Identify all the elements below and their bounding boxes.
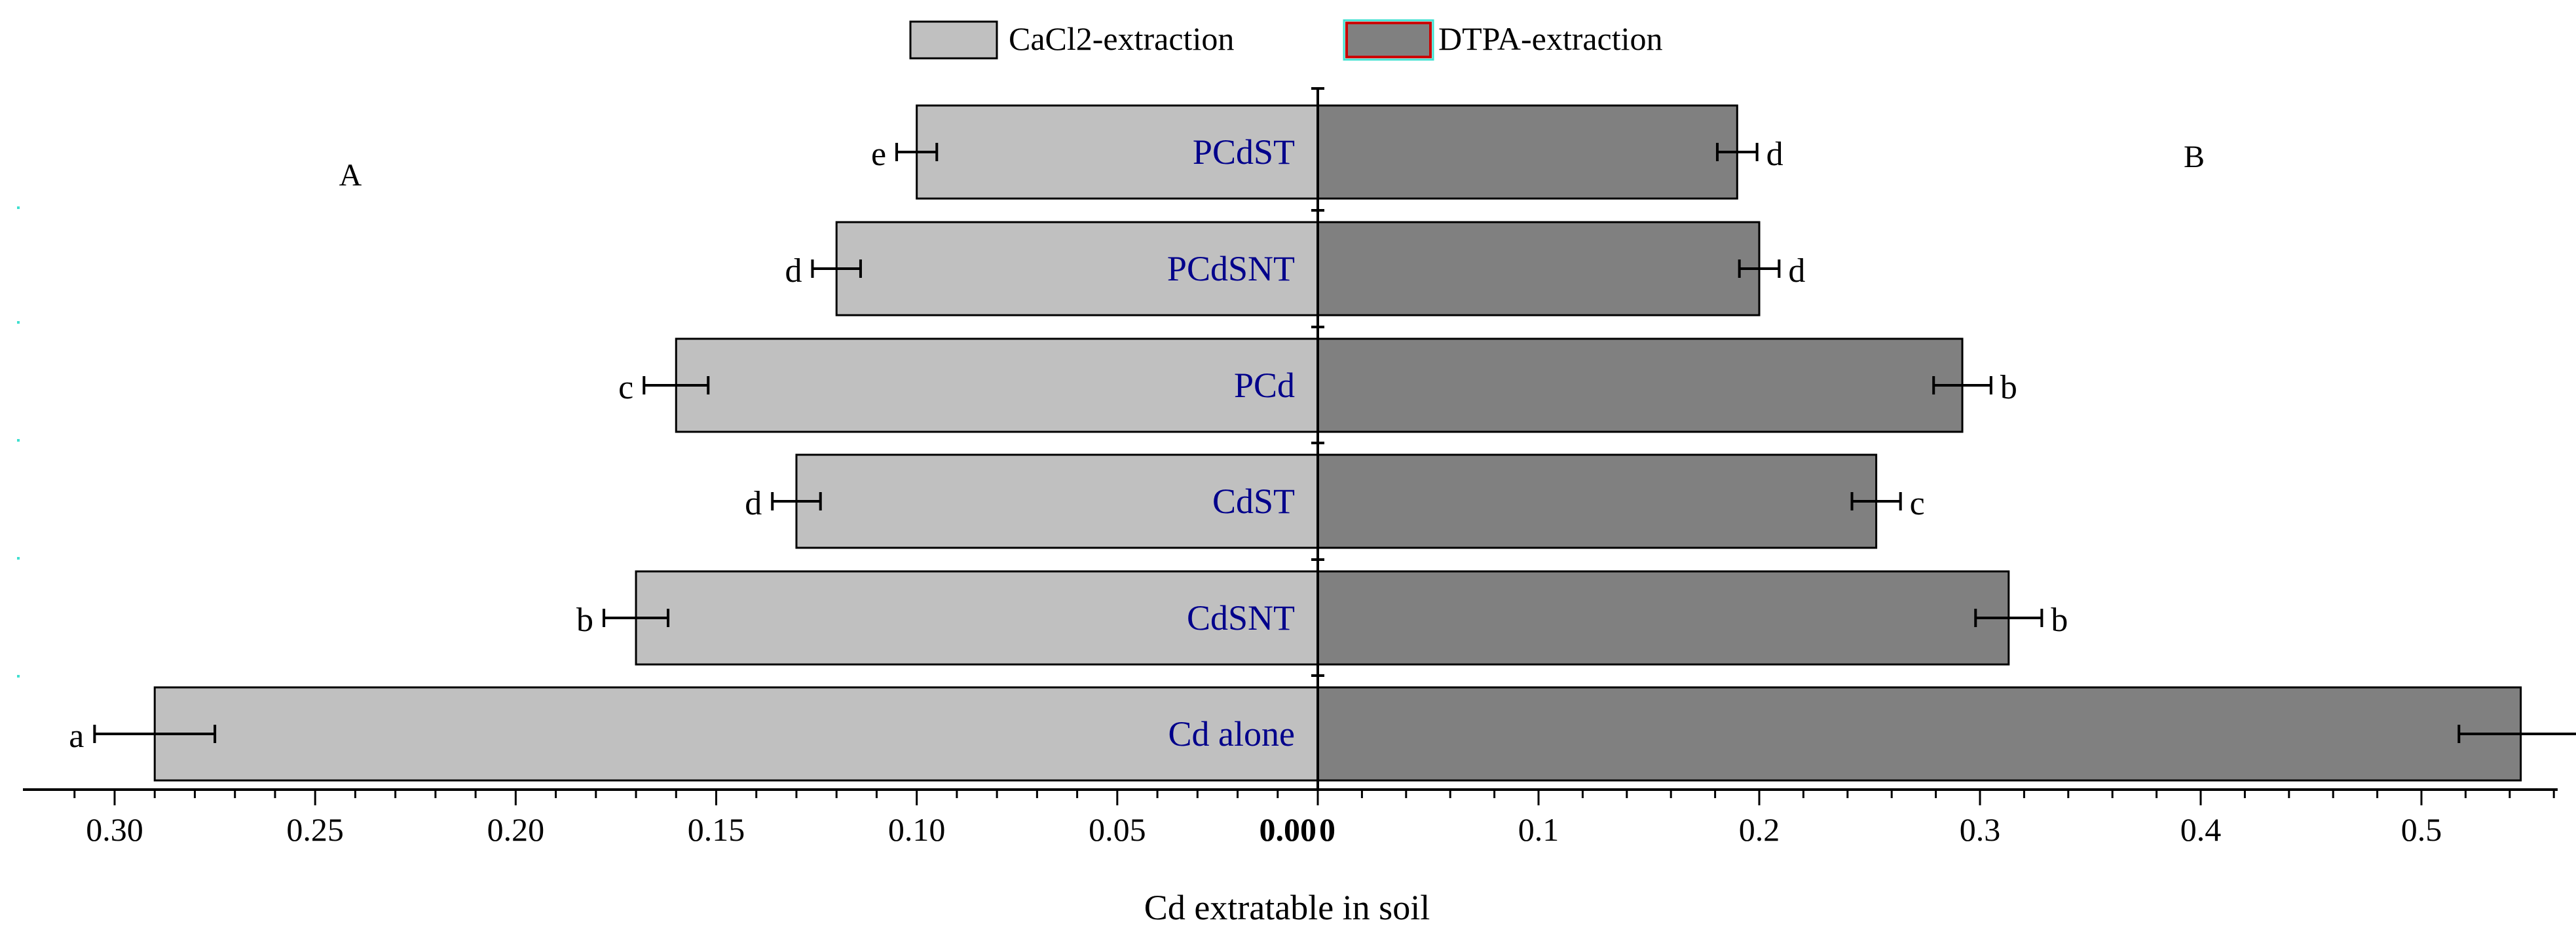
cacl2-bar-5: [153, 686, 1319, 782]
dtpa-letter-3: c: [1910, 485, 1925, 522]
edge-mark-3: [17, 557, 20, 560]
dtpa-bar-4: [1316, 570, 2010, 666]
dtpa-letter-0: d: [1766, 136, 1783, 173]
dtpa-bar-0: [1316, 104, 1738, 200]
legend-swatch-cacl2: [909, 20, 998, 60]
left-tick-label-6: 0.00: [1260, 811, 1317, 848]
left-tick-label-0: 0.30: [86, 811, 143, 848]
cacl2-letter-3: d: [745, 485, 762, 522]
right-tick-label-5: 0.5: [2401, 811, 2442, 848]
panel-label-a: A: [339, 158, 362, 193]
dtpa-bar-5: [1316, 686, 2522, 782]
dtpa-bar-1: [1316, 221, 1761, 316]
edge-mark-1: [17, 321, 20, 324]
cacl2-letter-4: b: [576, 602, 593, 639]
dtpa-error-bar-1: [1738, 259, 1781, 278]
cacl2-error-bar-0: [895, 143, 939, 161]
cacl2-bar-3: [795, 453, 1319, 549]
error-bars: [93, 143, 2576, 743]
significance-letters: edddcbdcbbaa: [69, 136, 2068, 755]
cacl2-error-bar-3: [771, 492, 822, 510]
x-axis-title: Cd extratable in soil: [1144, 888, 1430, 927]
x-axis: 0.30 0.25 0.20 0.15 0.10 0.05 0.00 0 0.1 0.2 0.3 0.…: [17, 206, 2558, 848]
legend-swatch-dtpa-outline: [1343, 19, 1434, 61]
cacl2-bar-0: [916, 104, 1319, 200]
category-label-4: CdSNT: [1187, 598, 1295, 638]
cacl2-letter-2: c: [618, 369, 633, 406]
right-tick-label-2: 0.2: [1739, 811, 1780, 848]
dtpa-error-bar-2: [1932, 376, 1992, 394]
category-label-2: PCd: [1234, 366, 1295, 405]
legend-label-dtpa: DTPA-extraction: [1438, 20, 1663, 57]
cacl2-bars: [153, 104, 1319, 782]
left-tick-label-1: 0.25: [286, 811, 344, 848]
dtpa-letter-2: b: [2000, 369, 2017, 406]
cacl2-bar-1: [835, 221, 1319, 316]
legend: CaCl2-extraction DTPA-extraction: [909, 19, 1663, 61]
right-tick-label-1: 0.1: [1518, 811, 1559, 848]
category-label-5: Cd alone: [1168, 714, 1295, 754]
edge-mark-2: [17, 439, 20, 442]
category-label-0: PCdST: [1193, 132, 1295, 172]
cacl2-error-bar-1: [811, 259, 862, 278]
dtpa-bars: [1316, 104, 2522, 782]
right-tick-label-3: 0.3: [1960, 811, 2001, 848]
legend-swatch-dtpa: [1345, 22, 1432, 58]
cacl2-error-bar-4: [603, 609, 670, 627]
cacl2-error-bar-5: [93, 725, 217, 743]
dtpa-bar-2: [1316, 337, 1964, 433]
cacl2-error-bar-2: [643, 376, 710, 394]
dtpa-bar-3: [1316, 453, 1878, 549]
right-tick-label-4: 0.4: [2180, 811, 2222, 848]
legend-label-cacl2: CaCl2-extraction: [1009, 20, 1234, 57]
dtpa-error-bar-0: [1715, 143, 1759, 161]
cacl2-bar-4: [635, 570, 1319, 666]
cacl2-letter-5: a: [69, 718, 84, 755]
category-label-3: CdST: [1212, 482, 1295, 521]
right-tick-label-0: 0: [1319, 811, 1335, 848]
edge-mark-0: [17, 206, 20, 209]
dtpa-letter-1: d: [1788, 252, 1805, 290]
cacl2-letter-0: e: [871, 136, 886, 173]
left-tick-label-5: 0.05: [1089, 811, 1146, 848]
cacl2-letter-1: d: [785, 252, 802, 290]
dtpa-error-bar-3: [1850, 492, 1902, 510]
dtpa-letter-4: b: [2051, 602, 2068, 639]
panel-label-b: B: [2184, 140, 2205, 174]
left-tick-label-2: 0.20: [487, 811, 545, 848]
dtpa-error-bar-5: [2457, 725, 2576, 743]
cacl2-bar-2: [675, 337, 1319, 433]
dtpa-error-bar-4: [1974, 609, 2044, 627]
left-tick-label-3: 0.15: [688, 811, 745, 848]
left-tick-label-4: 0.10: [888, 811, 946, 848]
edge-mark-4: [17, 675, 20, 678]
category-labels: PCdST PCdSNT PCd CdST CdSNT Cd alone: [1167, 132, 1295, 754]
category-label-1: PCdSNT: [1167, 249, 1295, 288]
